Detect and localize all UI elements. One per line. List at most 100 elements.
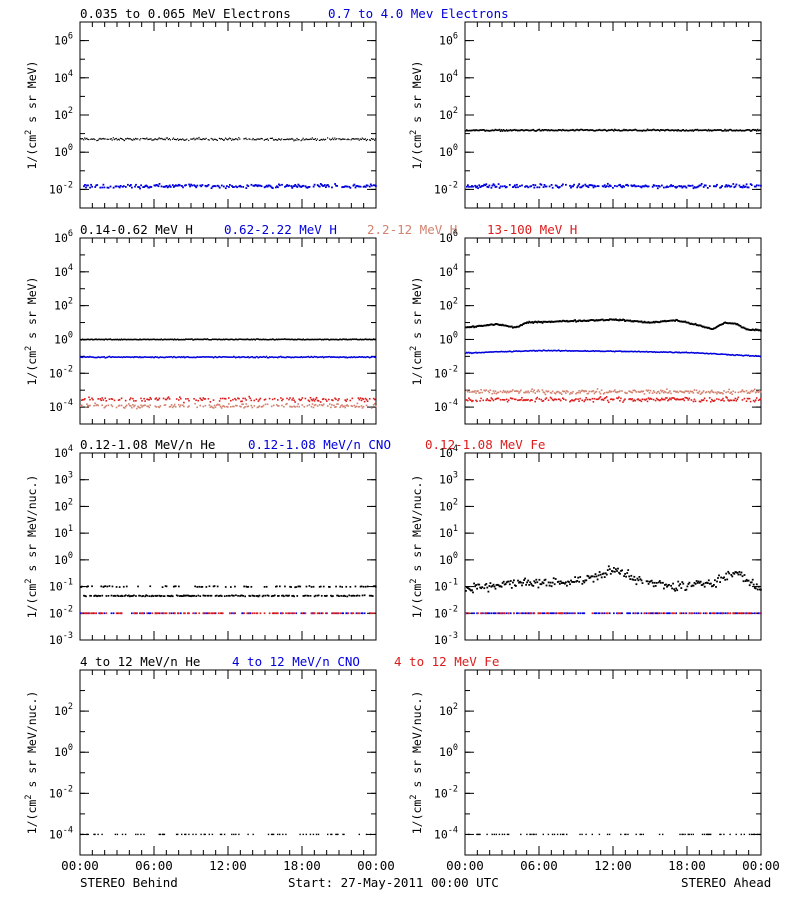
data-point xyxy=(238,185,240,188)
data-point xyxy=(141,595,143,598)
data-point xyxy=(469,588,471,591)
data-point xyxy=(595,612,598,615)
data-point xyxy=(570,579,572,582)
data-point xyxy=(205,586,208,588)
data-point xyxy=(236,356,238,358)
data-point xyxy=(277,338,279,341)
data-point xyxy=(681,398,683,401)
data-point xyxy=(570,400,572,402)
data-point xyxy=(665,351,667,353)
data-point xyxy=(729,612,732,615)
data-point xyxy=(741,575,744,578)
data-point xyxy=(613,567,615,569)
data-point xyxy=(631,185,634,188)
data-point xyxy=(338,339,340,341)
data-point xyxy=(745,400,748,402)
data-point xyxy=(564,320,566,323)
data-point xyxy=(352,356,354,358)
data-point xyxy=(741,186,744,189)
data-point xyxy=(179,405,181,408)
data-point xyxy=(240,406,242,408)
data-point xyxy=(358,398,361,401)
data-point xyxy=(83,139,85,141)
data-point xyxy=(213,356,216,358)
data-point xyxy=(726,578,729,581)
data-point xyxy=(621,186,623,189)
data-point xyxy=(334,356,336,358)
data-point xyxy=(135,833,137,836)
data-point xyxy=(481,612,483,615)
data-point xyxy=(160,185,163,188)
data-point xyxy=(710,833,712,836)
data-point xyxy=(348,356,350,358)
data-point xyxy=(481,185,484,187)
data-point xyxy=(204,594,207,597)
title-electrons-0: 0.035 to 0.065 MeV Electrons xyxy=(80,6,291,21)
data-point xyxy=(601,398,604,401)
data-point xyxy=(87,585,89,588)
data-point xyxy=(694,583,697,585)
data-point xyxy=(682,185,685,188)
data-point xyxy=(233,594,235,597)
data-point xyxy=(103,138,105,140)
data-point xyxy=(336,338,338,341)
data-point xyxy=(565,399,567,401)
data-point xyxy=(629,612,631,615)
data-point xyxy=(522,581,524,584)
data-point xyxy=(488,184,491,187)
data-point xyxy=(704,352,707,355)
data-point xyxy=(755,130,758,132)
data-point xyxy=(363,594,366,597)
data-point xyxy=(231,356,233,358)
data-point xyxy=(328,356,330,358)
title-protons-3: 13-100 MeV H xyxy=(487,222,577,237)
data-point xyxy=(476,185,478,188)
data-point xyxy=(708,612,711,615)
data-point xyxy=(97,398,99,400)
data-point xyxy=(234,138,236,141)
data-point xyxy=(682,833,684,836)
data-point xyxy=(284,585,286,588)
data-point xyxy=(252,356,254,359)
data-point xyxy=(133,356,135,359)
data-point xyxy=(708,833,711,836)
data-point xyxy=(81,585,83,588)
data-point xyxy=(480,324,483,327)
data-point xyxy=(224,187,227,190)
data-point xyxy=(517,325,519,328)
data-point xyxy=(760,588,762,591)
data-point xyxy=(370,138,373,140)
data-point xyxy=(493,351,496,353)
data-point xyxy=(750,129,753,132)
data-point xyxy=(482,612,485,615)
data-point xyxy=(472,591,474,594)
data-point xyxy=(151,139,153,141)
data-point xyxy=(759,398,761,401)
data-point xyxy=(165,185,168,187)
data-point xyxy=(357,356,360,358)
data-point xyxy=(364,338,367,340)
data-point xyxy=(520,581,522,584)
data-point xyxy=(247,356,249,358)
data-point xyxy=(740,390,743,393)
data-point xyxy=(660,581,662,584)
data-point xyxy=(199,595,202,597)
data-point xyxy=(313,404,316,407)
data-point xyxy=(149,338,151,341)
data-point xyxy=(350,595,353,597)
data-point xyxy=(734,397,737,400)
data-point xyxy=(499,585,502,587)
data-point xyxy=(359,585,362,588)
data-point xyxy=(84,356,86,358)
data-point xyxy=(660,389,662,392)
data-point xyxy=(80,612,82,615)
data-point xyxy=(556,349,559,352)
data-point xyxy=(733,186,736,189)
data-point xyxy=(351,405,354,408)
data-point xyxy=(265,355,268,358)
data-point xyxy=(193,356,195,358)
data-point xyxy=(342,186,345,188)
data-point xyxy=(137,405,139,408)
data-point xyxy=(220,356,223,359)
data-point xyxy=(252,833,254,836)
